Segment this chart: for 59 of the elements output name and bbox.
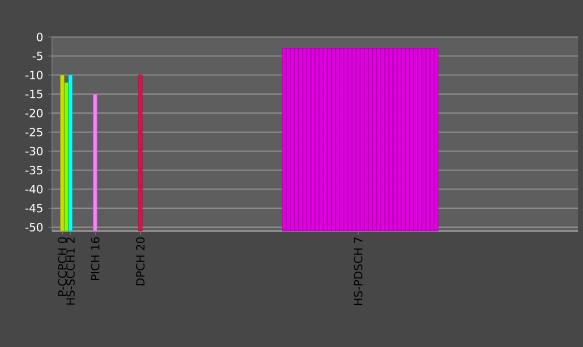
bar xyxy=(409,48,414,232)
bar xyxy=(306,48,311,232)
x-tick-label: P-CCPCH 0 xyxy=(58,237,67,296)
bar xyxy=(397,48,402,232)
y-tick-label: -20 xyxy=(25,108,43,118)
bar xyxy=(405,48,410,232)
y-tick-label: 0 xyxy=(36,32,43,42)
bar xyxy=(426,48,430,232)
bar xyxy=(384,48,390,232)
bar xyxy=(64,82,68,232)
bar xyxy=(286,48,290,232)
bar xyxy=(360,48,364,232)
bar xyxy=(290,48,295,232)
y-tick-label: -15 xyxy=(25,90,42,98)
bar xyxy=(302,48,307,232)
bar xyxy=(356,48,360,232)
bar xyxy=(314,48,320,232)
bar xyxy=(414,48,418,232)
bar xyxy=(319,48,324,232)
x-tick-label: HS-SCCH1 2 xyxy=(66,238,75,305)
y-tick-label: -45 xyxy=(25,204,42,212)
bar xyxy=(368,48,373,232)
bar xyxy=(422,48,426,232)
bar xyxy=(372,48,377,232)
y-tick-label: -35 xyxy=(25,166,42,174)
bar xyxy=(323,48,328,232)
bar xyxy=(348,48,352,232)
bar xyxy=(298,48,303,232)
y-tick-label: -10 xyxy=(25,70,43,80)
bar xyxy=(138,74,142,232)
bar xyxy=(344,48,348,232)
bar xyxy=(388,48,394,232)
y-tick-label: -30 xyxy=(25,146,43,156)
bar xyxy=(93,94,98,232)
bar xyxy=(282,48,286,232)
bar xyxy=(68,74,73,232)
y-tick-label: -50 xyxy=(25,222,43,232)
bar xyxy=(376,48,381,232)
bar xyxy=(434,48,438,232)
bar xyxy=(418,48,422,232)
bar xyxy=(310,48,316,232)
bar xyxy=(430,48,434,232)
bar xyxy=(327,48,332,232)
y-tick-label: -40 xyxy=(25,184,43,194)
bar xyxy=(335,48,340,232)
bar xyxy=(352,48,356,232)
y-tick-label: -5 xyxy=(32,52,42,60)
y-tick-label: -25 xyxy=(25,128,42,136)
bar xyxy=(380,48,385,232)
x-tick-label: DPCH 20 xyxy=(136,237,145,286)
bar xyxy=(294,48,299,232)
x-tick-label: HS-PDSCH 7 xyxy=(354,238,362,306)
x-tick-label: PICH 16 xyxy=(90,237,100,280)
bar xyxy=(340,48,344,232)
bar xyxy=(401,48,406,232)
bar xyxy=(331,48,336,232)
bar xyxy=(393,48,398,232)
bar xyxy=(60,74,64,232)
bar xyxy=(364,48,368,232)
